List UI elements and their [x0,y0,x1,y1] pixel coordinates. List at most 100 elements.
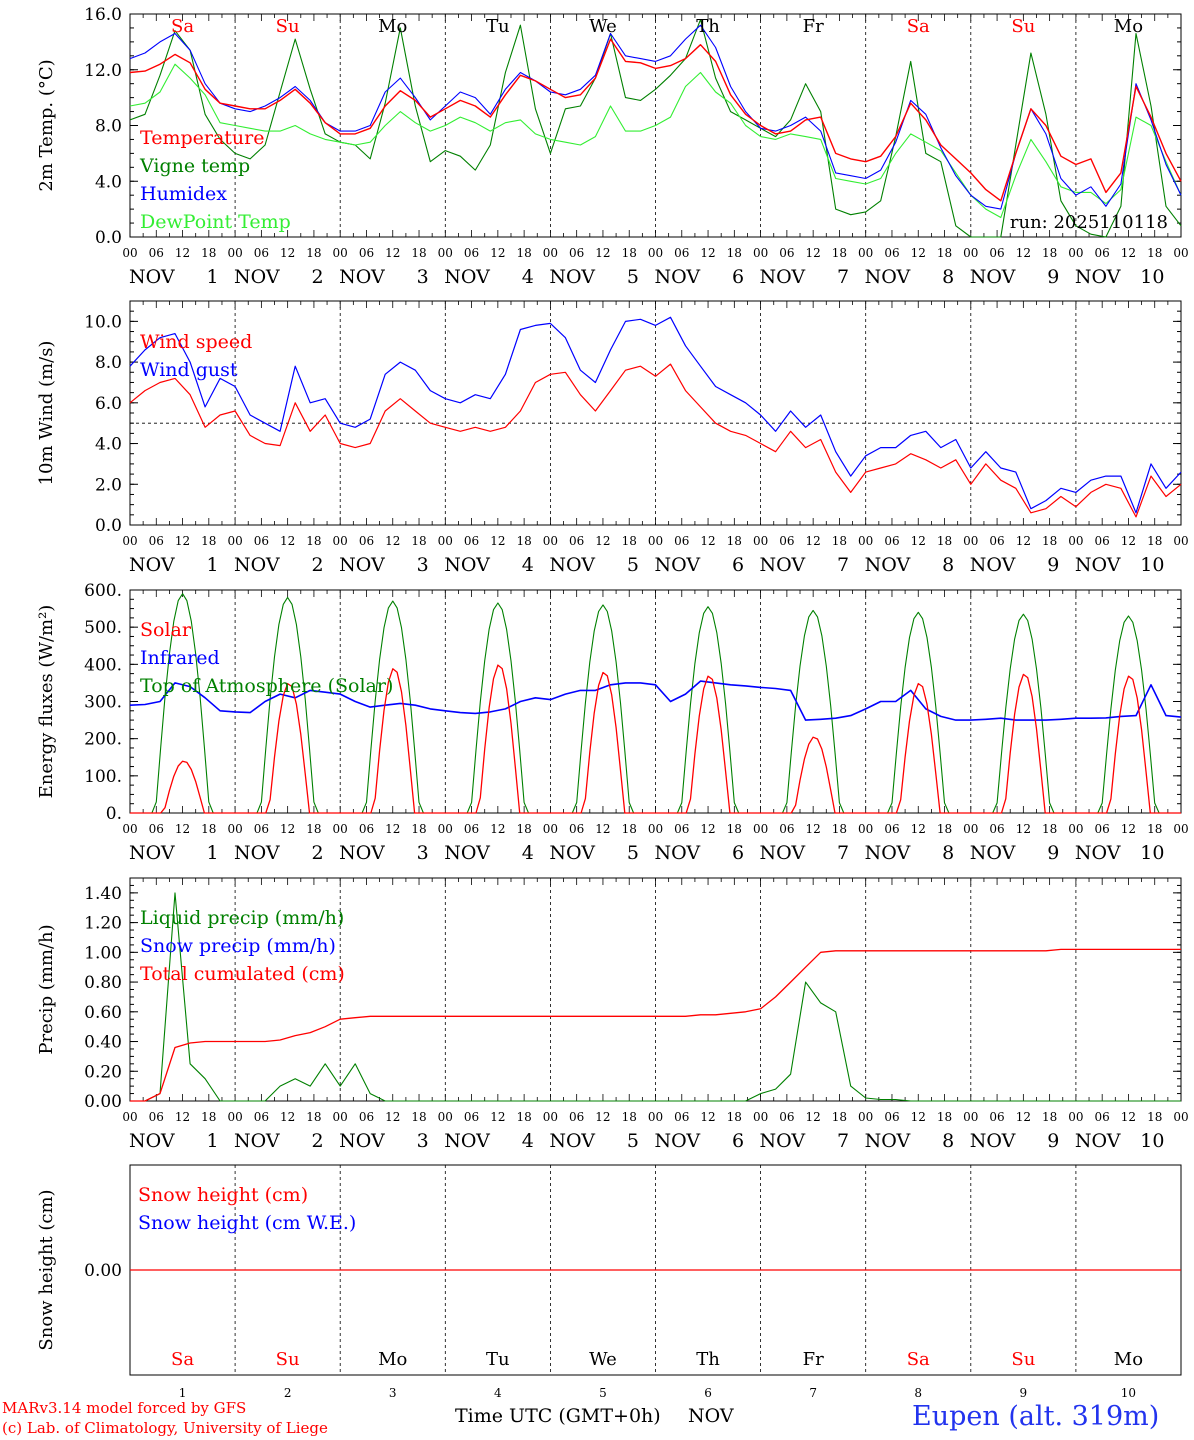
hour-label: 06 [779,246,794,260]
day-number: 8 [942,1130,954,1152]
day-number: 9 [1047,266,1059,288]
hour-label: 18 [622,534,637,548]
month-label: NOV [549,842,595,864]
y-tick-label: 0. [106,804,122,824]
day-number: 7 [837,266,849,288]
month-label: NOV [444,266,490,288]
hour-label: 18 [411,534,426,548]
day-number: 8 [942,266,954,288]
day-number: 10 [1140,1130,1164,1152]
weekday-label: Sa [171,16,194,37]
hour-label: 06 [674,534,689,548]
day-number: 8 [914,1386,922,1400]
hour-label: 00 [753,246,768,260]
day-number: 5 [627,842,639,864]
hour-label: 18 [201,534,216,548]
y-axis-title: Energy fluxes (W/m²) [36,605,57,799]
hour-label: 06 [359,1110,374,1124]
hour-label: 18 [622,1110,637,1124]
hour-label: 06 [359,246,374,260]
y-tick-label: 400. [84,655,122,675]
hour-label: 18 [201,822,216,836]
y-tick-label: 1.00 [84,943,122,963]
hour-label: 12 [911,1110,926,1124]
hour-label: 12 [1121,534,1136,548]
weekday-label: Mo [1114,16,1143,37]
weekday-label: Sa [171,1349,194,1370]
hour-label: 00 [1068,822,1083,836]
y-tick-label: 600. [84,581,122,601]
x-axis-title: Time UTC (GMT+0h) [455,1405,661,1427]
weekday-label: Su [276,1349,300,1370]
hour-label: 12 [1016,246,1031,260]
y-tick-label: 8.0 [95,353,122,373]
hour-label: 06 [779,822,794,836]
y-tick-label: 100. [84,767,122,787]
series-line [129,363,1182,518]
month-label: NOV [339,842,385,864]
month-label: NOV [549,266,595,288]
legend-entry: Snow height (cm W.E.) [138,1212,356,1234]
month-label: NOV [129,842,175,864]
hour-label: 06 [779,1110,794,1124]
y-tick-label: 2.0 [95,475,122,495]
day-number: 7 [837,554,849,576]
hour-label: 06 [884,1110,899,1124]
day-number: 3 [417,266,429,288]
hour-label: 12 [911,534,926,548]
month-label: NOV [1075,554,1121,576]
legend-entry: Vigne temp [139,155,250,177]
hour-label: 06 [569,822,584,836]
day-number: 5 [627,266,639,288]
day-number: 5 [627,554,639,576]
hour-label: 06 [674,246,689,260]
hour-label: 06 [674,822,689,836]
hour-label: 12 [385,246,400,260]
hour-label: 06 [464,246,479,260]
hour-label: 18 [306,246,321,260]
month-label: NOV [234,842,280,864]
hour-label: 06 [254,822,269,836]
hour-label: 06 [464,1110,479,1124]
legend-entry: Top of Atmosphere (Solar) [140,675,393,697]
y-tick-label: 0.80 [84,973,122,993]
hour-label: 00 [1173,246,1188,260]
y-tick-label: 16.0 [84,5,122,25]
hour-label: 00 [648,246,663,260]
weekday-label: Tu [486,16,510,37]
day-number: 2 [312,554,324,576]
hour-label: 06 [989,246,1004,260]
hour-label: 18 [516,534,531,548]
hour-label: 12 [595,1110,610,1124]
hour-label: 00 [438,1110,453,1124]
hour-label: 18 [1147,1110,1162,1124]
legend-entry: Total cumulated (cm) [140,963,345,985]
hour-label: 06 [989,534,1004,548]
month-label: NOV [549,554,595,576]
month-label: NOV [865,1130,911,1152]
hour-label: 18 [1147,822,1162,836]
hour-label: 00 [438,246,453,260]
hour-label: 18 [832,822,847,836]
legend-entry: Humidex [140,183,227,205]
hour-label: 18 [727,1110,742,1124]
hour-label: 00 [858,246,873,260]
hour-label: 12 [700,822,715,836]
day-number: 3 [417,842,429,864]
month-label: NOV [760,266,806,288]
month-label: NOV [339,554,385,576]
hour-label: 18 [937,534,952,548]
weekday-label: Th [696,16,720,37]
hour-label: 00 [858,534,873,548]
hour-label: 00 [648,822,663,836]
hour-label: 06 [1095,1110,1110,1124]
hour-label: 06 [254,246,269,260]
series-line [129,24,1182,210]
month-label: NOV [760,554,806,576]
y-tick-label: 12.0 [84,61,122,81]
month-label: NOV [865,266,911,288]
month-label: NOV [444,554,490,576]
series-line [129,19,1182,238]
hour-label: 12 [280,822,295,836]
hour-label: 12 [595,822,610,836]
